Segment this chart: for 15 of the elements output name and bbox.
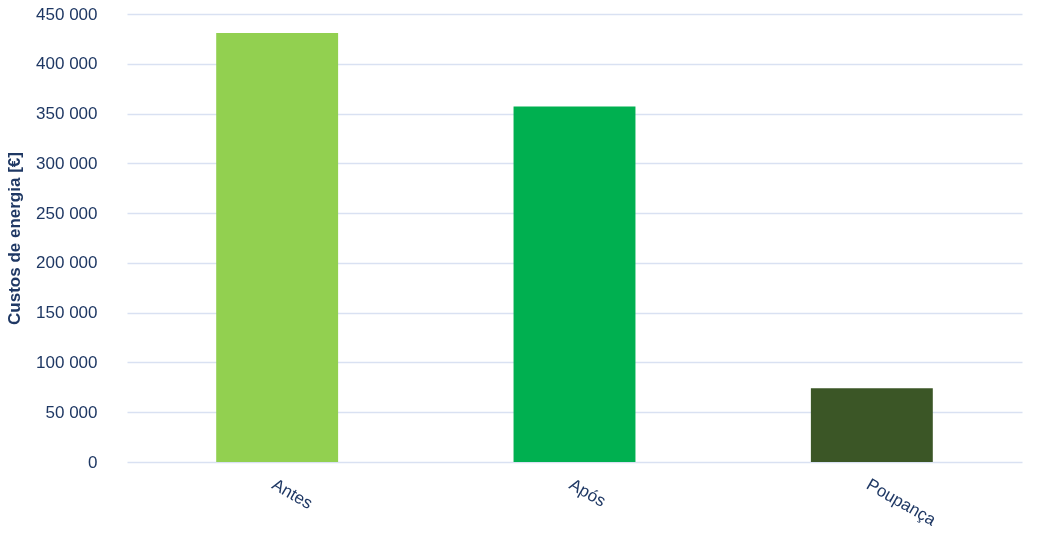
- y-tick-label: 50 000: [45, 402, 98, 422]
- y-axis-title: Custos de energia [€]: [5, 152, 25, 325]
- y-tick-label: 450 000: [36, 4, 98, 24]
- bar: [216, 32, 339, 462]
- y-tick-label: 100 000: [36, 352, 98, 372]
- y-tick-label: 250 000: [36, 203, 98, 223]
- y-tick-label: 0: [88, 452, 98, 472]
- y-tick-label: 200 000: [36, 253, 98, 273]
- y-tick-label: 350 000: [36, 104, 98, 124]
- bar: [810, 388, 933, 462]
- y-tick-label: 300 000: [36, 153, 98, 173]
- y-tick-label: 400 000: [36, 54, 98, 74]
- bar: [513, 106, 636, 462]
- x-tick-label: Após: [566, 474, 610, 511]
- y-tick-label: 150 000: [36, 303, 98, 323]
